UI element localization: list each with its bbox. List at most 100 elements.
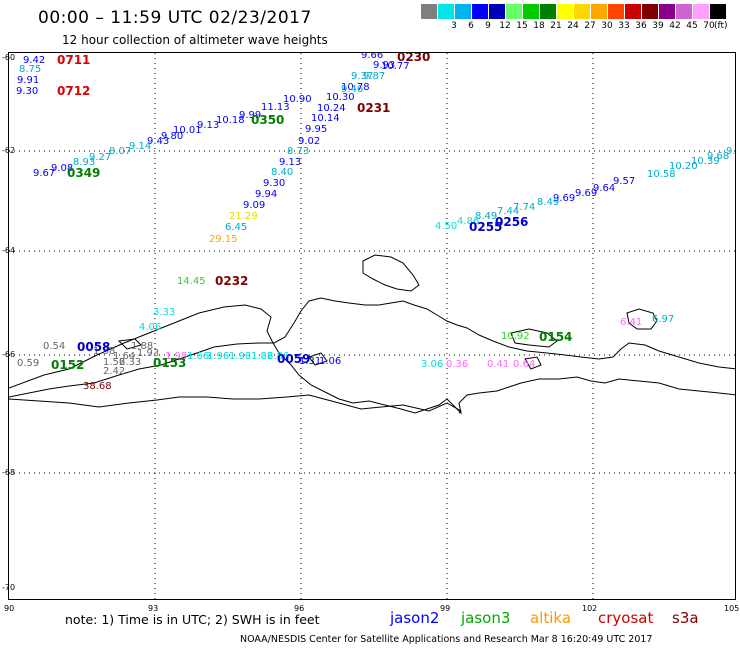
pass-time-label: 0350	[251, 114, 284, 126]
scale-swatch	[557, 4, 573, 19]
scale-label: 18	[531, 21, 547, 31]
wave-height-value: 10.18	[216, 116, 245, 126]
lat-label-64: -64	[2, 246, 15, 255]
pass-time-label: 0712	[57, 85, 90, 97]
lon-label-105: 105	[724, 604, 739, 613]
wave-height-value: 10.58	[647, 170, 676, 180]
map-subtitle: 12 hour collection of altimeter wave hei…	[62, 33, 328, 47]
wave-height-value: 1.66	[187, 352, 209, 362]
scale-swatch	[693, 4, 709, 19]
scale-swatch	[489, 4, 505, 19]
scale-label: 33	[616, 21, 632, 31]
wave-height-value: 8.49	[537, 198, 559, 208]
footer-note: note: 1) Time is in UTC; 2) SWH is in fe…	[65, 612, 320, 627]
scale-swatch	[421, 4, 437, 19]
wave-height-value: 9.95	[305, 125, 327, 135]
lat-label-60: -60	[2, 53, 15, 62]
legend-jason2: jason2	[390, 609, 439, 627]
wave-height-value: 1.98	[229, 352, 251, 362]
map-title: 00:00 – 11:59 UTC 02/23/2017	[38, 8, 312, 28]
pass-time-label: 0153	[153, 357, 186, 369]
credit-line: NOAA/NESDIS Center for Satellite Applica…	[240, 634, 652, 645]
wave-height-value: 9.30	[263, 179, 285, 189]
wave-height-value: 6.41	[620, 318, 642, 328]
wave-height-value: 10.14	[311, 114, 340, 124]
lat-label-62: -62	[2, 146, 15, 155]
pass-time-label: 0231	[357, 102, 390, 114]
scale-swatch	[625, 4, 641, 19]
wave-height-value: 9.69	[575, 189, 597, 199]
scale-swatch	[472, 4, 488, 19]
scale-label: 12	[497, 21, 513, 31]
wave-height-value: 8.40	[271, 168, 293, 178]
lon-label-102: 102	[582, 604, 597, 613]
wave-height-value: 11.13	[261, 103, 290, 113]
wave-height-value: 10.92	[501, 332, 530, 342]
pass-time-label: 0154	[539, 331, 572, 343]
wave-height-value: 38.68	[83, 382, 112, 392]
wave-height-value: 9.91	[17, 76, 39, 86]
scale-label: 15	[514, 21, 530, 31]
scale-swatch	[574, 4, 590, 19]
scale-label: 45	[684, 21, 700, 31]
scale-label: 3	[446, 21, 462, 31]
wave-height-value: 0.54	[43, 342, 65, 352]
wave-height-value: 0.36	[446, 360, 468, 370]
wave-height-value: 0.59	[17, 359, 39, 369]
scale-label: 21	[548, 21, 564, 31]
legend-jason3: jason3	[461, 609, 510, 627]
wave-height-value: 21.29	[229, 212, 258, 222]
wave-height-value: 9.30	[16, 87, 38, 97]
scale-swatch	[523, 4, 539, 19]
wave-height-value: 9.67	[33, 169, 55, 179]
wave-height-value: 8.75	[19, 65, 41, 75]
scale-swatch	[506, 4, 522, 19]
wave-height-value: 8.07	[109, 147, 131, 157]
pass-time-label: 0232	[215, 275, 248, 287]
scale-swatch	[438, 4, 454, 19]
scale-swatch	[642, 4, 658, 19]
scale-swatch	[455, 4, 471, 19]
scale-label: 42	[667, 21, 683, 31]
map-plot-area: 9.42 8.75 9.91 9.30 9.66 9.93 10.77 9.37 9.87 10.…	[8, 52, 736, 600]
lat-label-68: -68	[2, 468, 15, 477]
wave-height-value: 9.94	[255, 190, 277, 200]
wave-height-value: 6.45	[225, 223, 247, 233]
scale-swatch	[591, 4, 607, 19]
pass-time-label: 0058	[77, 341, 110, 353]
pass-time-label: 0349	[67, 167, 100, 179]
wave-height-value: 9.57	[613, 177, 635, 187]
pass-time-label: 0711	[57, 54, 90, 66]
wave-height-value: 3.33	[153, 308, 175, 318]
scale-label: 36	[633, 21, 649, 31]
scale-swatch	[710, 4, 726, 19]
pass-time-label: 0230	[397, 52, 430, 63]
scale-swatch	[608, 4, 624, 19]
scale-swatch	[540, 4, 556, 19]
pass-time-label: 0152	[51, 359, 84, 371]
scale-label: 30	[599, 21, 615, 31]
scale-label: 6	[463, 21, 479, 31]
wave-height-value: 8.73	[287, 147, 309, 157]
pass-time-label: 0059	[277, 353, 310, 365]
wave-height-value: 4.06	[139, 323, 161, 333]
ice-shelf-outline	[9, 395, 461, 413]
wave-height-value: 29.15	[209, 235, 238, 245]
lat-label-66: -66	[2, 350, 15, 359]
wave-height-value: 2.42	[103, 367, 125, 377]
wave-height-value: 10.30	[326, 93, 355, 103]
scale-label: 24	[565, 21, 581, 31]
scale-unit: (ft)	[714, 21, 728, 31]
island-north	[363, 255, 419, 291]
pass-time-label: 0256	[495, 216, 528, 228]
scale-label: 27	[582, 21, 598, 31]
wave-height-value: 14.45	[177, 277, 206, 287]
lon-label-90: 90	[4, 604, 14, 613]
scale-label: 9	[480, 21, 496, 31]
wave-height-value: 1.88	[131, 342, 153, 352]
wave-height-value: 4.50	[435, 222, 457, 232]
wave-height-value: 9.87	[363, 72, 385, 82]
legend-s3a: s3a	[672, 609, 699, 627]
wave-height-value: 0.41	[487, 360, 509, 370]
wave-height-value: 6.97	[652, 315, 674, 325]
